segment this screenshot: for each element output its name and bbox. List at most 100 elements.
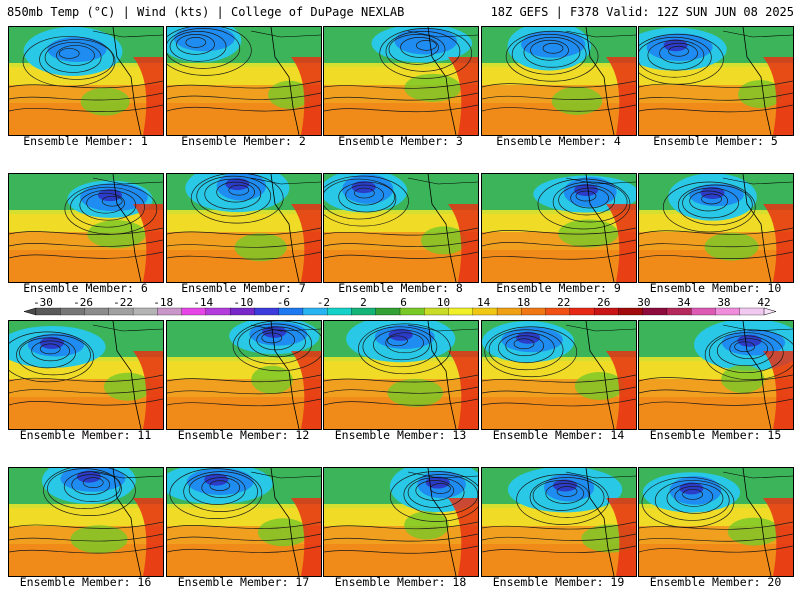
colorbar-max-arrow (763, 307, 777, 316)
colorbar-swatch (424, 307, 450, 316)
temperature-field-map (482, 468, 636, 576)
colorbar-swatch (229, 307, 256, 316)
colorbar-swatch (521, 307, 547, 316)
temperature-field-map (639, 321, 793, 429)
ensemble-map-panel (323, 26, 479, 136)
ensemble-member-label: Ensemble Member: 10 (649, 281, 782, 295)
colorbar-tick-label: 30 (637, 296, 650, 309)
ensemble-member-label: Ensemble Member: 9 (496, 281, 621, 295)
ensemble-map-panel (481, 467, 637, 577)
colorbar-swatch (472, 307, 498, 316)
colorbar-swatch (60, 307, 86, 316)
ensemble-member-label: Ensemble Member: 6 (23, 281, 148, 295)
ensemble-map-panel (8, 173, 164, 283)
colorbar-swatch (375, 307, 401, 316)
ensemble-map-panel (323, 467, 479, 577)
ensemble-map-panel (638, 467, 794, 577)
ensemble-map-panel (638, 173, 794, 283)
colorbar-swatch (327, 307, 353, 316)
ensemble-map-panel (8, 467, 164, 577)
colorbar-tick-label: 2 (360, 296, 367, 309)
temperature-field-map (324, 468, 478, 576)
ensemble-map-panel (638, 320, 794, 430)
colorbar-swatch (254, 307, 280, 316)
ensemble-map-panel (481, 173, 637, 283)
colorbar-tick-label: -14 (193, 296, 213, 309)
ensemble-member-label: Ensemble Member: 12 (177, 428, 310, 442)
colorbar-swatch (132, 307, 158, 316)
colorbar-tick-label: 18 (517, 296, 530, 309)
ensemble-map-panel (323, 320, 479, 430)
colorbar-tick-label: -10 (233, 296, 253, 309)
colorbar-swatch (739, 307, 765, 316)
ensemble-member-label: Ensemble Member: 19 (492, 575, 625, 589)
colorbar-swatch (448, 307, 474, 316)
ensemble-member-label: Ensemble Member: 5 (653, 134, 778, 148)
colorbar-swatch (593, 307, 620, 316)
ensemble-member-label: Ensemble Member: 3 (338, 134, 463, 148)
colorbar-swatch (496, 307, 522, 316)
temperature-field-map (9, 27, 163, 135)
ensemble-map-panel (166, 26, 322, 136)
colorbar-swatch (278, 307, 304, 316)
ensemble-member-label: Ensemble Member: 1 (23, 134, 148, 148)
temperature-field-map (167, 321, 321, 429)
colorbar-min-arrow (23, 307, 37, 316)
ensemble-member-label: Ensemble Member: 7 (181, 281, 306, 295)
temperature-field-map (324, 27, 478, 135)
colorbar-swatch (181, 307, 207, 316)
ensemble-map-panel (166, 320, 322, 430)
temperature-field-map (324, 174, 478, 282)
ensemble-member-label: Ensemble Member: 18 (334, 575, 467, 589)
colorbar-tick-label: -2 (317, 296, 330, 309)
colorbar-swatch (84, 307, 110, 316)
colorbar-swatch (618, 307, 644, 316)
ensemble-member-label: Ensemble Member: 17 (177, 575, 310, 589)
colorbar-swatch (666, 307, 692, 316)
colorbar-tick-label: 22 (557, 296, 570, 309)
colorbar-tick-label: -30 (33, 296, 53, 309)
colorbar-swatch (569, 307, 595, 316)
colorbar-swatch (399, 307, 425, 316)
ensemble-member-label: Ensemble Member: 16 (19, 575, 152, 589)
ensemble-member-label: Ensemble Member: 15 (649, 428, 782, 442)
ensemble-map-panel (323, 173, 479, 283)
colorbar-swatch (545, 307, 571, 316)
map-header: 850mb Temp (°C) | Wind (kts) | College o… (0, 0, 800, 24)
colorbar-swatch (35, 307, 61, 316)
temperature-field-map (167, 27, 321, 135)
colorbar-tick-label: 38 (717, 296, 730, 309)
temperature-field-map (167, 468, 321, 576)
ensemble-map-panel (8, 320, 164, 430)
temperature-field-map (167, 174, 321, 282)
colorbar-swatch (205, 307, 231, 316)
colorbar-swatch (108, 307, 134, 316)
colorbar-swatch (351, 307, 377, 316)
colorbar-tick-label: -22 (113, 296, 133, 309)
temperature-field-map (9, 174, 163, 282)
ensemble-member-label: Ensemble Member: 13 (334, 428, 467, 442)
ensemble-map-panel (166, 467, 322, 577)
colorbar-tick-label: -6 (277, 296, 290, 309)
colorbar-swatch (691, 307, 717, 316)
temperature-field-map (639, 27, 793, 135)
colorbar-tick-label: 42 (757, 296, 770, 309)
ensemble-member-label: Ensemble Member: 14 (492, 428, 625, 442)
colorbar-swatch (157, 307, 183, 316)
colorbar-tick-label: 34 (677, 296, 691, 309)
temperature-field-map (324, 321, 478, 429)
model-run-info: 18Z GEFS | F378 Valid: 12Z SUN JUN 08 20… (490, 5, 794, 19)
temperature-field-map (9, 468, 163, 576)
colorbar-tick-label: 14 (477, 296, 491, 309)
colorbar-swatch (715, 307, 741, 316)
temperature-field-map (639, 174, 793, 282)
ensemble-map-panel (8, 26, 164, 136)
temperature-field-map (482, 27, 636, 135)
colorbar-tick-label: -18 (153, 296, 173, 309)
ensemble-map-panel (481, 320, 637, 430)
temperature-field-map (482, 321, 636, 429)
ensemble-member-label: Ensemble Member: 11 (19, 428, 152, 442)
colorbar-swatch (302, 307, 328, 316)
ensemble-map-panel (638, 26, 794, 136)
colorbar-tick-label: 26 (597, 296, 610, 309)
